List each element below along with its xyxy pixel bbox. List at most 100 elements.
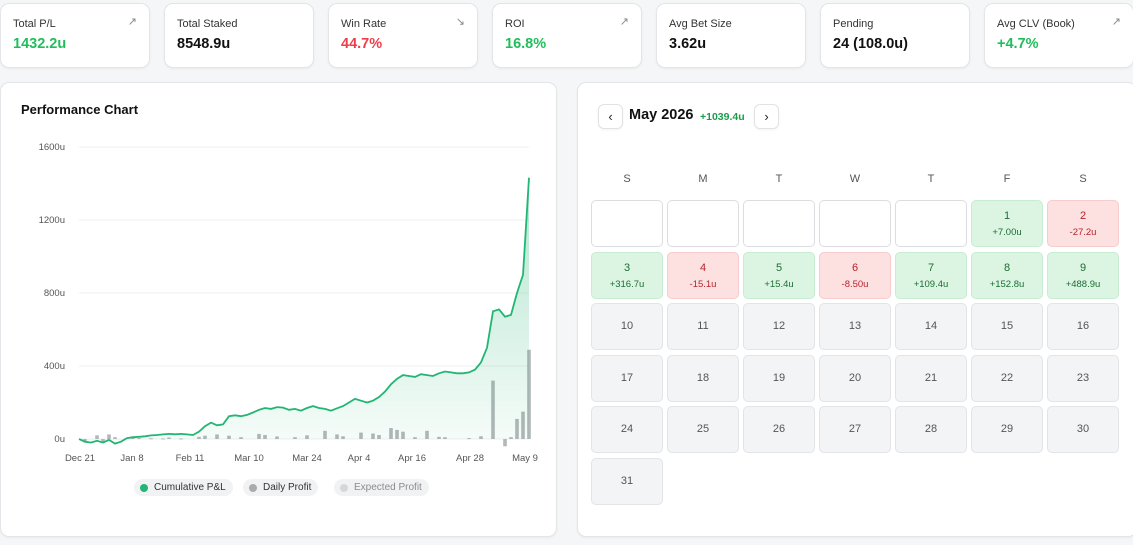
stat-label: Avg CLV (Book) bbox=[997, 18, 1075, 30]
x-tick-label: Mar 10 bbox=[234, 453, 264, 464]
day-number: 21 bbox=[924, 371, 938, 384]
legend-expected[interactable]: Expected Profit bbox=[334, 479, 429, 496]
stat-card-avg-clv: Avg CLV (Book) +4.7% ↗ bbox=[984, 3, 1133, 68]
day-number: 29 bbox=[1000, 423, 1014, 435]
legend-label: Daily Profit bbox=[263, 482, 312, 493]
stat-card-roi: ROI 16.8% ↗ bbox=[492, 3, 642, 68]
calendar-day-empty bbox=[667, 200, 739, 247]
weekday-header: W bbox=[849, 173, 861, 185]
calendar-day-11[interactable]: 11 bbox=[667, 303, 739, 350]
weekday-header: F bbox=[1003, 173, 1011, 185]
calendar-day-5[interactable]: 5 +15.4u bbox=[743, 251, 815, 299]
trend-down-icon: ↘ bbox=[455, 16, 465, 28]
calendar-day-21[interactable]: 21 bbox=[895, 354, 967, 402]
calendar-day-8[interactable]: 8 +152.8u bbox=[971, 251, 1043, 299]
weekday-header: T bbox=[775, 173, 783, 185]
day-number: 7 bbox=[927, 261, 935, 274]
calendar-day-9[interactable]: 9 +488.9u bbox=[1047, 251, 1119, 299]
day-number: 20 bbox=[848, 371, 862, 384]
day-number: 3 bbox=[623, 261, 631, 274]
legend-daily[interactable]: Daily Profit bbox=[243, 479, 319, 496]
day-number: 9 bbox=[1079, 261, 1087, 274]
y-tick-label: 1600u bbox=[39, 142, 65, 153]
performance-chart[interactable]: 1600u 1200u 800u 400u 0u Dec 21 Jan 8 Feb 11 Ma… bbox=[1, 83, 558, 538]
calendar-day-26[interactable]: 26 bbox=[743, 406, 815, 453]
day-number: 10 bbox=[620, 320, 634, 332]
calendar-day-19[interactable]: 19 bbox=[743, 354, 815, 402]
calendar-day-17[interactable]: 17 bbox=[591, 354, 663, 402]
cumulative-line bbox=[78, 177, 530, 445]
day-number: 4 bbox=[699, 261, 707, 274]
calendar-day-14[interactable]: 14 bbox=[895, 303, 967, 350]
legend-label: Expected Profit bbox=[354, 482, 422, 493]
legend-label: Cumulative P&L bbox=[154, 482, 226, 493]
stat-value: 24 (108.0u) bbox=[833, 36, 908, 52]
calendar-day-3[interactable]: 3 +316.7u bbox=[591, 251, 663, 299]
stat-card-total-staked: Total Staked 8548.9u bbox=[164, 3, 314, 68]
y-tick-label: 800u bbox=[44, 288, 65, 299]
day-number: 31 bbox=[620, 474, 634, 487]
calendar-day-6[interactable]: 6 -8.50u bbox=[819, 251, 891, 299]
day-number: 14 bbox=[924, 320, 938, 332]
weekday-header: S bbox=[1079, 173, 1087, 185]
x-tick-label: Apr 16 bbox=[398, 453, 426, 464]
stat-value: 1432.2u bbox=[13, 36, 67, 52]
trend-up-icon: ↗ bbox=[127, 16, 137, 28]
calendar-day-1[interactable]: 1 +7.00u bbox=[971, 200, 1043, 247]
performance-chart-panel: Performance Chart 1600u 1200u 800u 400u 0u D… bbox=[0, 82, 557, 537]
calendar-day-20[interactable]: 20 bbox=[819, 354, 891, 402]
day-number: 26 bbox=[772, 423, 786, 435]
calendar-day-empty bbox=[895, 200, 967, 247]
expected-dot-icon bbox=[340, 483, 348, 492]
calendar-day-empty bbox=[819, 200, 891, 247]
day-number: 18 bbox=[696, 371, 710, 384]
x-tick-label: Feb 11 bbox=[176, 453, 205, 464]
prev-month-button[interactable]: ‹ bbox=[598, 104, 623, 129]
calendar-day-22[interactable]: 22 bbox=[971, 354, 1043, 402]
day-number: 25 bbox=[696, 423, 710, 435]
chart-title: Performance Chart bbox=[21, 102, 139, 117]
calendar-day-2[interactable]: 2 -27.2u bbox=[1047, 200, 1119, 247]
day-number: 28 bbox=[924, 423, 938, 435]
day-number: 27 bbox=[848, 423, 862, 435]
calendar-day-4[interactable]: 4 -15.1u bbox=[667, 251, 739, 299]
calendar-day-15[interactable]: 15 bbox=[971, 303, 1043, 350]
daily-profit-bar bbox=[503, 439, 507, 447]
x-tick-label: Apr 28 bbox=[456, 453, 484, 464]
day-profit: +7.00u bbox=[992, 227, 1022, 238]
day-profit: +15.4u bbox=[764, 278, 794, 290]
next-month-button[interactable]: › bbox=[754, 104, 779, 129]
day-number: 1 bbox=[1003, 210, 1011, 222]
day-number: 19 bbox=[772, 371, 786, 384]
calendar-day-30[interactable]: 30 bbox=[1047, 406, 1119, 453]
stat-value: 3.62u bbox=[669, 36, 707, 52]
calendar-day-27[interactable]: 27 bbox=[819, 406, 891, 453]
calendar-day-24[interactable]: 24 bbox=[591, 406, 663, 453]
calendar-day-12[interactable]: 12 bbox=[743, 303, 815, 350]
calendar-day-10[interactable]: 10 bbox=[591, 303, 663, 350]
calendar-day-18[interactable]: 18 bbox=[667, 354, 739, 402]
day-number: 5 bbox=[775, 261, 783, 274]
day-number: 22 bbox=[1000, 371, 1014, 384]
trend-up-icon: ↗ bbox=[1111, 16, 1121, 28]
day-number: 13 bbox=[848, 320, 862, 332]
y-tick-label: 400u bbox=[44, 361, 65, 372]
day-profit: +109.4u bbox=[913, 278, 949, 290]
day-number: 15 bbox=[1000, 320, 1014, 332]
calendar-day-7[interactable]: 7 +109.4u bbox=[895, 251, 967, 299]
legend-cumulative[interactable]: Cumulative P&L bbox=[134, 479, 233, 496]
chevron-left-icon: ‹ bbox=[608, 109, 613, 124]
trend-up-icon: ↗ bbox=[619, 16, 629, 28]
y-tick-label: 1200u bbox=[39, 215, 65, 226]
calendar-day-16[interactable]: 16 bbox=[1047, 303, 1119, 350]
day-number: 24 bbox=[620, 423, 634, 435]
calendar-day-25[interactable]: 25 bbox=[667, 406, 739, 453]
day-profit: +152.8u bbox=[989, 278, 1025, 290]
calendar-day-31[interactable]: 31 bbox=[591, 457, 663, 505]
calendar-day-23[interactable]: 23 bbox=[1047, 354, 1119, 402]
calendar-day-13[interactable]: 13 bbox=[819, 303, 891, 350]
calendar-day-29[interactable]: 29 bbox=[971, 406, 1043, 453]
day-number: 2 bbox=[1079, 210, 1087, 222]
calendar-day-28[interactable]: 28 bbox=[895, 406, 967, 453]
weekday-header: M bbox=[698, 173, 708, 185]
